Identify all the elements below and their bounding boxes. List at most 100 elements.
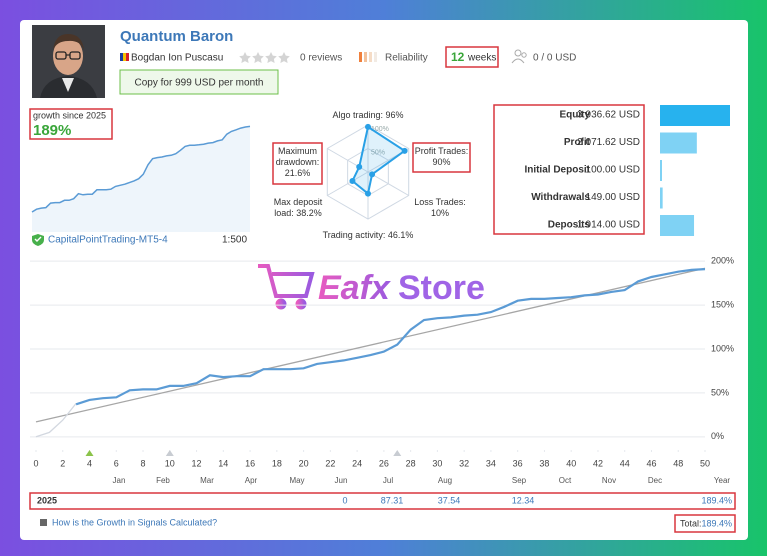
avatar [32, 25, 105, 98]
event-marker [85, 450, 94, 456]
stars [239, 52, 290, 63]
subscribers-icon [511, 49, 527, 64]
copy-button[interactable]: Copy for 999 USD per month [135, 78, 264, 89]
stat-value: 3 936.62 USD [577, 110, 640, 121]
radar-label-value: 21.6% [284, 168, 311, 178]
stat-value: 149.00 USD [586, 192, 640, 203]
month-label: Aug [438, 476, 452, 485]
radar-label-name: Loss Trades: [414, 197, 466, 207]
highlight-box [29, 492, 736, 510]
radar-point [369, 171, 376, 178]
stat-label: Equity [559, 110, 590, 121]
radar-label-value: 38.2% [296, 208, 322, 218]
series-line [75, 268, 706, 406]
x-tick-label: 26 [379, 458, 389, 468]
month-label: Nov [602, 476, 616, 485]
radar-label-value: 90% [432, 157, 451, 167]
x-tick-label: 32 [459, 458, 469, 468]
x-tick-label: 0 [33, 458, 38, 468]
copy-button-bg[interactable] [119, 69, 279, 95]
radar-scale-label: 50% [371, 149, 385, 156]
x-tick-label: 42 [593, 458, 603, 468]
radar-label: Algo trading: 96% [318, 110, 418, 121]
highlight-box [29, 108, 113, 140]
author: Bogdan Ion Puscasu [131, 53, 223, 64]
x-tick-label: 2 [60, 458, 65, 468]
growth-label: growth since 2025 [33, 110, 106, 120]
highlight-box [412, 142, 471, 173]
x-tick-label: 4 [87, 458, 92, 468]
radar-label: Loss Trades: 10% [411, 197, 469, 219]
x-tick-label: 44 [620, 458, 630, 468]
month-return: 87.31 [381, 495, 404, 505]
stat-bar [660, 105, 730, 126]
watermark-left: Eafx [318, 269, 392, 307]
x-tick-label: 48 [673, 458, 683, 468]
reliability: Reliability [385, 53, 428, 64]
y-tick-label: 0% [711, 431, 724, 441]
x-tick-label: 36 [513, 458, 523, 468]
stat-bar [660, 187, 663, 209]
radar-label-name: Maximum drawdown: [275, 146, 320, 167]
x-tick-label: 46 [646, 458, 656, 468]
radar-point [365, 190, 371, 197]
month-label: Jun [335, 476, 348, 485]
x-tick-label: 8 [141, 458, 146, 468]
month-label: Mar [200, 476, 214, 485]
highlight-box [674, 514, 736, 533]
check-icon [32, 234, 44, 246]
signal-title: Quantum Baron [120, 28, 233, 45]
reliability-icon [359, 52, 377, 62]
server: CapitalPointTrading-MT5-4 [48, 235, 168, 246]
month-label: Oct [559, 476, 572, 485]
radar-axis [367, 171, 409, 196]
year-total: 189.4% [701, 495, 732, 505]
y-tick-label: 150% [711, 299, 734, 309]
x-tick-label: 28 [406, 458, 416, 468]
year-label: Year [714, 476, 731, 485]
highlight-box [272, 142, 323, 185]
weeks-value: 12 [451, 50, 465, 64]
radar-axis [327, 171, 369, 196]
growth-value: 189% [33, 122, 71, 139]
radar-label-name: Algo trading: [332, 110, 383, 120]
x-tick-label: 34 [486, 458, 496, 468]
radar-point [356, 163, 363, 170]
radar-label: Max deposit load: 38.2% [268, 197, 328, 219]
month-label: May [289, 476, 304, 485]
weeks-label: weeks [467, 53, 496, 64]
stat-bar [660, 215, 695, 236]
help-icon [40, 519, 47, 526]
watermark-right: Store [398, 269, 485, 307]
x-tick-label: 50 [700, 458, 710, 468]
total-value: 189.4% [701, 518, 732, 528]
x-tick-label: 24 [352, 458, 362, 468]
sparkline [31, 125, 251, 213]
x-tick-label: 40 [566, 458, 576, 468]
month-label: Jan [113, 476, 126, 485]
stat-label: Profit [564, 137, 591, 148]
month-label: Sep [512, 476, 527, 485]
radar-label-name: Trading activity: [322, 230, 386, 240]
radar-label-value: 46.1% [387, 230, 414, 240]
reviews: 0 reviews [300, 53, 342, 64]
month-return: 37.54 [438, 495, 461, 505]
radar-label: Maximum drawdown: 21.6% [273, 146, 322, 179]
total-label: Total: [680, 518, 702, 528]
radar-label: Profit Trades: 90% [413, 146, 470, 168]
radar-point [365, 123, 371, 130]
radar-label-name: Max deposit load: [273, 197, 323, 218]
stat-label: Initial Deposit [524, 165, 590, 176]
subscribers: 0 / 0 USD [533, 53, 576, 64]
help-link[interactable]: How is the Growth in Signals Calculated? [52, 517, 217, 527]
radar-scale-label: 100% [371, 126, 389, 133]
month-label: Apr [245, 476, 258, 485]
flag [120, 53, 129, 61]
stat-value: 100.00 USD [586, 165, 640, 176]
stat-label: Deposits [548, 220, 591, 231]
radar-label-value: 10% [430, 208, 449, 218]
stat-value: 2 071.62 USD [577, 137, 640, 148]
highlight-box [493, 104, 645, 235]
radar-label-value: 96% [385, 110, 404, 120]
